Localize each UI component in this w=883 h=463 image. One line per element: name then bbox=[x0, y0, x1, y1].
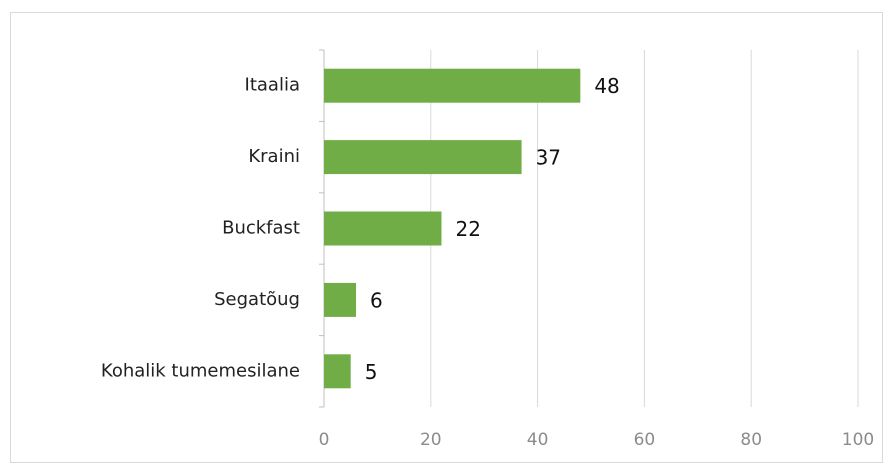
value-label: 22 bbox=[455, 217, 480, 241]
y-tick-label: Buckfast bbox=[222, 218, 300, 239]
bar bbox=[324, 140, 522, 175]
bar bbox=[324, 282, 357, 317]
value-label: 37 bbox=[536, 146, 561, 170]
y-tick-label: Kraini bbox=[248, 146, 300, 167]
x-tick-label: 0 bbox=[319, 430, 330, 450]
bar bbox=[324, 211, 442, 246]
value-label: 5 bbox=[365, 360, 378, 384]
value-label: 6 bbox=[370, 288, 383, 312]
x-tick-label: 60 bbox=[634, 430, 656, 450]
value-label: 48 bbox=[594, 74, 619, 98]
y-tick-label: Segatõug bbox=[214, 289, 300, 310]
x-tick-label: 80 bbox=[740, 430, 762, 450]
y-tick-label: Itaalia bbox=[245, 75, 300, 96]
bar bbox=[324, 354, 351, 389]
x-tick-label: 40 bbox=[527, 430, 549, 450]
x-tick-label: 20 bbox=[420, 430, 442, 450]
bar bbox=[324, 68, 581, 103]
x-tick-label: 100 bbox=[842, 430, 874, 450]
y-tick-label: Kohalik tumemesilane bbox=[101, 360, 300, 381]
